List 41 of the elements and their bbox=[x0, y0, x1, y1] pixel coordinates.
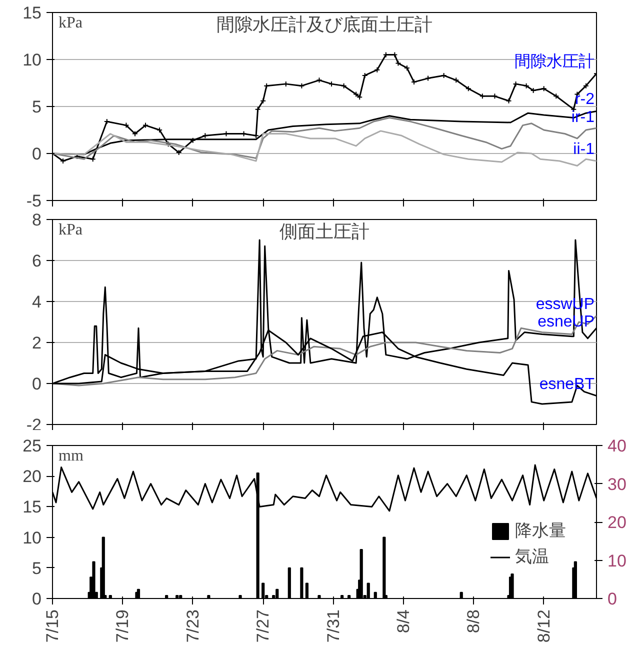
x-tick-label: 8/12 bbox=[534, 609, 554, 643]
x-tick-label: 7/15 bbox=[43, 609, 62, 643]
legend-label: 降水量 bbox=[515, 520, 566, 542]
y-axis-title: kPa bbox=[58, 14, 82, 32]
series-label: r-2 bbox=[574, 91, 595, 108]
y-tick-label: -5 bbox=[26, 192, 42, 210]
y-tick-label: 2 bbox=[32, 334, 42, 352]
y-tick-label: 4 bbox=[32, 292, 42, 312]
x-tick-label: 7/31 bbox=[324, 609, 343, 643]
y-tick-label: 10 bbox=[22, 528, 42, 548]
x-tick-label: 8/8 bbox=[464, 609, 484, 634]
y-tick-label: 8 bbox=[32, 210, 42, 230]
legend-label: 気温 bbox=[515, 546, 549, 568]
y-tick-label: 20 bbox=[22, 467, 42, 486]
y2-tick-label: 20 bbox=[608, 513, 626, 532]
x-tick-label: 7/27 bbox=[254, 609, 273, 643]
series-label: esneBT bbox=[539, 376, 595, 393]
y-tick-label: 25 bbox=[22, 436, 42, 456]
y-axis-title: mm bbox=[58, 448, 84, 464]
series-label: 間隙水圧計 bbox=[514, 52, 594, 71]
y2-tick-label: 10 bbox=[608, 551, 626, 570]
y-axis-title: kPa bbox=[58, 222, 82, 238]
y-tick-label: 0 bbox=[32, 144, 42, 164]
y-tick-label: 15 bbox=[22, 4, 42, 22]
series-label: ir-1 bbox=[571, 109, 595, 126]
y-tick-label: 5 bbox=[32, 558, 42, 578]
y2-tick-label: 0 bbox=[608, 590, 617, 608]
y-tick-label: 10 bbox=[22, 50, 42, 70]
y-tick-label: 6 bbox=[32, 252, 42, 270]
x-tick-label: 8/4 bbox=[394, 609, 413, 634]
chart-title: 側面土圧計 bbox=[280, 222, 370, 242]
y2-tick-label: 40 bbox=[608, 436, 626, 456]
y-tick-label: 5 bbox=[32, 98, 42, 116]
chart-title: 間隙水圧計及び底面土圧計 bbox=[216, 14, 432, 34]
y-tick-label: 15 bbox=[22, 498, 42, 517]
series-label: ii-1 bbox=[573, 141, 595, 158]
y2-tick-label: 30 bbox=[608, 474, 626, 494]
x-tick-label: 7/19 bbox=[113, 609, 132, 643]
x-tick-label: 7/23 bbox=[183, 609, 202, 643]
y-tick-label: 0 bbox=[32, 374, 42, 394]
y-tick-label: 0 bbox=[32, 590, 42, 608]
